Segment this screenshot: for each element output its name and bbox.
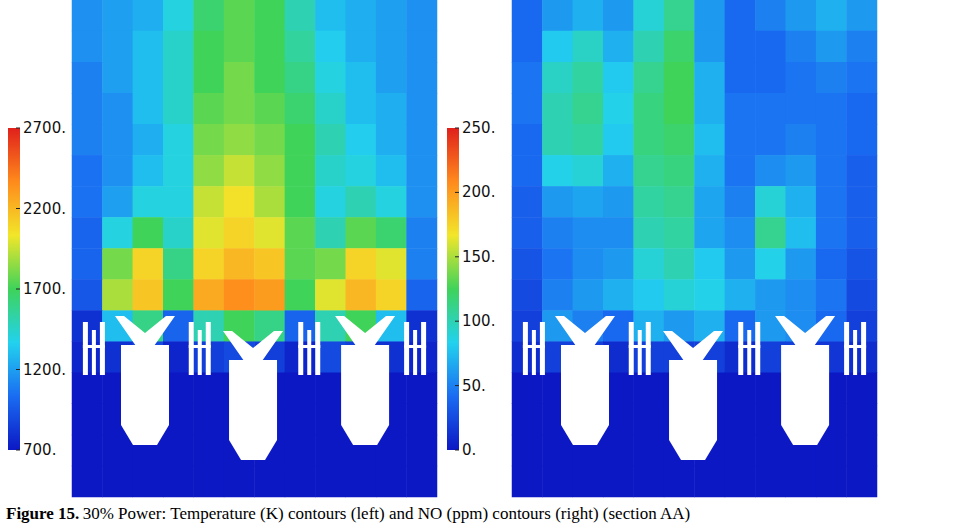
svg-text:50.: 50. xyxy=(462,377,486,395)
svg-text:Figure 15.: Figure 15. xyxy=(6,504,79,523)
svg-text:250.: 250. xyxy=(462,119,495,137)
svg-text:150.: 150. xyxy=(462,248,495,266)
svg-text:0.: 0. xyxy=(462,441,476,459)
svg-text:30% Power: Temperature (K) con: 30% Power: Temperature (K) contours (lef… xyxy=(83,504,691,523)
svg-text:1200.: 1200. xyxy=(23,361,66,379)
svg-text:2700.: 2700. xyxy=(23,119,66,137)
svg-text:700.: 700. xyxy=(23,441,56,459)
svg-text:1700.: 1700. xyxy=(23,280,66,298)
svg-text:2200.: 2200. xyxy=(23,200,66,218)
svg-text:200.: 200. xyxy=(462,183,495,201)
svg-text:100.: 100. xyxy=(462,312,495,330)
